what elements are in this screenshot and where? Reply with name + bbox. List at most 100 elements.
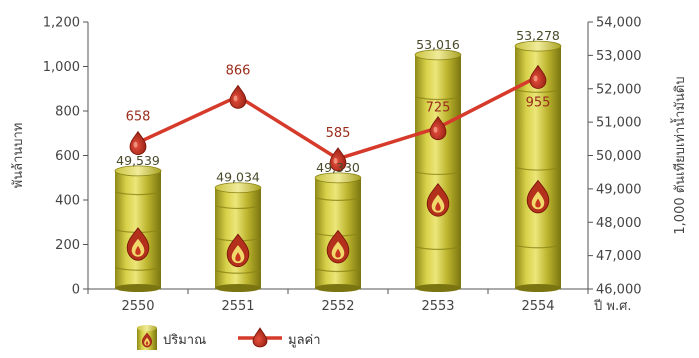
barrel-flame-icon bbox=[526, 179, 550, 214]
value-drop-shine bbox=[133, 141, 138, 148]
left-tick-label: 0 bbox=[72, 283, 80, 298]
value-point-marker bbox=[129, 130, 147, 155]
value-drop-icon bbox=[429, 115, 447, 141]
barrel-bar bbox=[314, 172, 362, 292]
barrel-bottom bbox=[315, 284, 361, 292]
legend-item-value: มูลค่า bbox=[238, 327, 321, 348]
barrel-bar bbox=[214, 182, 262, 292]
left-tick-label: 200 bbox=[55, 238, 80, 253]
barrel-hoop bbox=[414, 246, 462, 250]
value-point-marker bbox=[329, 147, 347, 172]
value-point-marker bbox=[529, 64, 547, 89]
barrel-hoop bbox=[114, 267, 162, 271]
right-tick-label: 52,000 bbox=[596, 82, 642, 97]
left-axis-title: พันล้านบาท bbox=[11, 123, 26, 189]
value-data-label: 658 bbox=[126, 110, 151, 125]
right-tick-label: 49,000 bbox=[596, 182, 642, 197]
barrel-flame-icon bbox=[226, 233, 250, 268]
barrel-bottom bbox=[115, 284, 161, 292]
barrel-flame-icon-core bbox=[235, 252, 241, 262]
x-tick-label: 2553 bbox=[421, 299, 454, 314]
barrel-hoop bbox=[514, 244, 562, 249]
right-tick-label: 48,000 bbox=[596, 216, 642, 231]
value-data-label: 866 bbox=[226, 63, 251, 78]
barrel-hoop bbox=[314, 197, 362, 201]
left-axis: 0 200 400 600 800 1,000 1,200 พันล้านบาท bbox=[11, 16, 89, 298]
volume-data-label: 49,330 bbox=[316, 160, 360, 175]
value-data-label: 585 bbox=[326, 126, 351, 141]
legend-item-volume: ปริมาณ bbox=[137, 325, 206, 350]
legend-barrel-top bbox=[137, 325, 157, 331]
left-tick-label: 600 bbox=[55, 149, 80, 164]
x-tick-label: 2550 bbox=[121, 299, 154, 314]
value-point-marker bbox=[229, 84, 247, 109]
barrel-hoop bbox=[314, 268, 362, 273]
value-drop-icon bbox=[529, 64, 547, 89]
value-drop-icon bbox=[129, 130, 147, 155]
line-layer bbox=[129, 64, 547, 172]
volume-data-label: 49,034 bbox=[216, 170, 260, 185]
right-tick-label: 46,000 bbox=[596, 283, 642, 298]
right-axis-title: 1,000 ตันเทียบเท่าน้ำมันดิบ bbox=[670, 76, 688, 234]
labels-layer: 49,539 49,034 49,330 53,016 53,278 658 866 585 7… bbox=[116, 28, 560, 185]
value-drop-shine bbox=[533, 75, 538, 82]
barrel-bottom bbox=[415, 284, 461, 292]
barrel-hoop bbox=[114, 191, 162, 196]
left-tick-label: 400 bbox=[55, 194, 80, 209]
barrel-hoop bbox=[514, 166, 562, 171]
left-tick-label: 1,000 bbox=[43, 60, 80, 75]
barrel-hoop bbox=[214, 270, 262, 274]
legend-drop-icon bbox=[252, 327, 268, 348]
x-axis-title: ปี พ.ศ. bbox=[593, 298, 632, 314]
right-tick-label: 50,000 bbox=[596, 149, 642, 164]
barrel-flame-icon bbox=[426, 183, 450, 217]
barrel-hoop bbox=[514, 89, 562, 93]
barrel-hoop bbox=[414, 96, 462, 101]
value-drop-icon bbox=[229, 84, 247, 109]
barrel-top bbox=[214, 182, 262, 194]
barrel-bottom bbox=[515, 284, 561, 292]
barrel-top bbox=[414, 49, 462, 61]
barrel-top bbox=[314, 172, 362, 184]
legend-flame-icon bbox=[141, 332, 153, 348]
value-drop-shine bbox=[333, 157, 338, 164]
x-tick-label: 2554 bbox=[521, 299, 554, 314]
left-tick-label: 800 bbox=[55, 105, 80, 120]
barrel-flame-icon-core bbox=[135, 245, 141, 255]
legend-flame-icon-core bbox=[145, 340, 149, 345]
value-drop-shine bbox=[233, 95, 238, 102]
right-axis: 46,000 47,000 48,000 49,000 50,000 51,000 52,0… bbox=[587, 16, 688, 298]
x-tick-label: 2551 bbox=[221, 299, 254, 314]
barrel-bar bbox=[114, 165, 162, 292]
right-tick-label: 47,000 bbox=[596, 249, 642, 264]
volume-data-label: 49,539 bbox=[116, 153, 160, 168]
value-drop-icon bbox=[329, 147, 347, 172]
legend-label-value: มูลค่า bbox=[288, 333, 321, 348]
barrel-body bbox=[415, 54, 461, 289]
barrel-hoop bbox=[414, 171, 462, 176]
barrel-hoop bbox=[214, 205, 262, 210]
volume-data-label: 53,016 bbox=[416, 37, 460, 52]
barrel-flame-icon-core bbox=[335, 248, 341, 258]
barrel-flame-icon-core bbox=[435, 201, 441, 211]
x-axis: 2550 2551 2552 2553 2554 ปี พ.ศ. bbox=[87, 288, 632, 314]
value-series-line bbox=[137, 74, 539, 161]
right-tick-label: 53,000 bbox=[596, 49, 642, 64]
left-tick-label: 1,200 bbox=[43, 16, 80, 31]
barrel-bottom bbox=[215, 284, 261, 292]
bars-layer bbox=[114, 40, 562, 292]
value-data-label: 955 bbox=[526, 96, 551, 111]
x-tick-label: 2552 bbox=[321, 299, 354, 314]
right-tick-label: 54,000 bbox=[596, 16, 642, 31]
volume-data-label: 53,278 bbox=[516, 28, 560, 43]
value-drop-shine bbox=[433, 126, 438, 133]
barrel-flame-icon bbox=[326, 229, 350, 264]
barrel-top bbox=[114, 165, 162, 177]
barrel-flame-icon-core bbox=[535, 198, 541, 208]
barrel-top bbox=[514, 40, 562, 52]
barrel-flame-icon bbox=[126, 227, 150, 261]
right-tick-label: 51,000 bbox=[596, 116, 642, 131]
value-point-marker bbox=[429, 115, 447, 141]
barrel-bar bbox=[414, 49, 462, 292]
